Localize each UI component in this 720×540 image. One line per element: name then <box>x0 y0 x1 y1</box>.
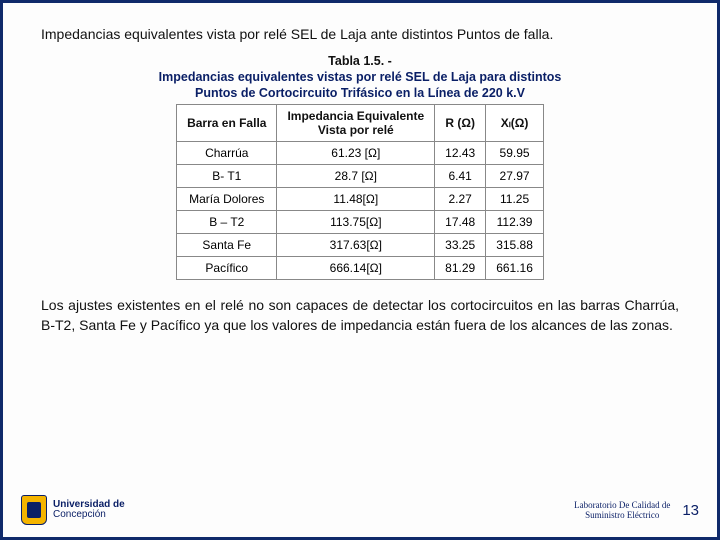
table-subcaption: Impedancias equivalentes vistas por relé… <box>41 69 679 102</box>
cell-z: 28.7 [Ω] <box>277 165 435 188</box>
col-r: R (Ω) <box>435 105 486 142</box>
intro-text: Impedancias equivalentes vista por relé … <box>41 25 679 44</box>
subcaption-line1: Impedancias equivalentes vistas por relé… <box>159 70 562 84</box>
cell-r: 17.48 <box>435 211 486 234</box>
col-x: Xₗ(Ω) <box>486 105 544 142</box>
lab-label: Laboratorio De Calidad de Suministro Elé… <box>574 500 670 521</box>
cell-x: 59.95 <box>486 142 544 165</box>
cell-r: 33.25 <box>435 234 486 257</box>
table-row: B – T2113.75[Ω]17.48112.39 <box>177 211 544 234</box>
university-logo: Universidad de Concepción <box>21 495 125 525</box>
slide-frame: Impedancias equivalentes vista por relé … <box>0 0 720 540</box>
table-row: Charrúa61.23 [Ω]12.4359.95 <box>177 142 544 165</box>
cell-barra: María Dolores <box>177 188 277 211</box>
cell-r: 12.43 <box>435 142 486 165</box>
cell-z: 666.14[Ω] <box>277 257 435 280</box>
table-row: B- T128.7 [Ω]6.4127.97 <box>177 165 544 188</box>
col-barra: Barra en Falla <box>177 105 277 142</box>
cell-barra: Santa Fe <box>177 234 277 257</box>
uni-line2: Concepción <box>53 510 125 520</box>
table-row: Santa Fe317.63[Ω]33.25315.88 <box>177 234 544 257</box>
cell-x: 27.97 <box>486 165 544 188</box>
cell-x: 112.39 <box>486 211 544 234</box>
table-row: Pacífico666.14[Ω]81.29661.16 <box>177 257 544 280</box>
cell-barra: Charrúa <box>177 142 277 165</box>
subcaption-line2: Puntos de Cortocircuito Trifásico en la … <box>195 86 525 100</box>
cell-x: 315.88 <box>486 234 544 257</box>
cell-r: 81.29 <box>435 257 486 280</box>
table-header-row: Barra en Falla Impedancia Equivalente Vi… <box>177 105 544 142</box>
cell-z: 61.23 [Ω] <box>277 142 435 165</box>
table-row: María Dolores11.48[Ω]2.2711.25 <box>177 188 544 211</box>
impedance-table: Barra en Falla Impedancia Equivalente Vi… <box>176 104 544 280</box>
table-caption: Tabla 1.5. - <box>41 54 679 68</box>
cell-r: 6.41 <box>435 165 486 188</box>
table-body: Charrúa61.23 [Ω]12.4359.95B- T128.7 [Ω]6… <box>177 142 544 280</box>
cell-barra: B – T2 <box>177 211 277 234</box>
col-impedancia: Impedancia Equivalente Vista por relé <box>277 105 435 142</box>
page-number: 13 <box>682 502 699 519</box>
shield-icon <box>21 495 47 525</box>
cell-barra: B- T1 <box>177 165 277 188</box>
cell-z: 11.48[Ω] <box>277 188 435 211</box>
cell-x: 661.16 <box>486 257 544 280</box>
cell-barra: Pacífico <box>177 257 277 280</box>
cell-z: 113.75[Ω] <box>277 211 435 234</box>
cell-r: 2.27 <box>435 188 486 211</box>
conclusion-text: Los ajustes existentes en el relé no son… <box>41 296 679 335</box>
footer: Universidad de Concepción Laboratorio De… <box>21 495 699 525</box>
cell-z: 317.63[Ω] <box>277 234 435 257</box>
cell-x: 11.25 <box>486 188 544 211</box>
